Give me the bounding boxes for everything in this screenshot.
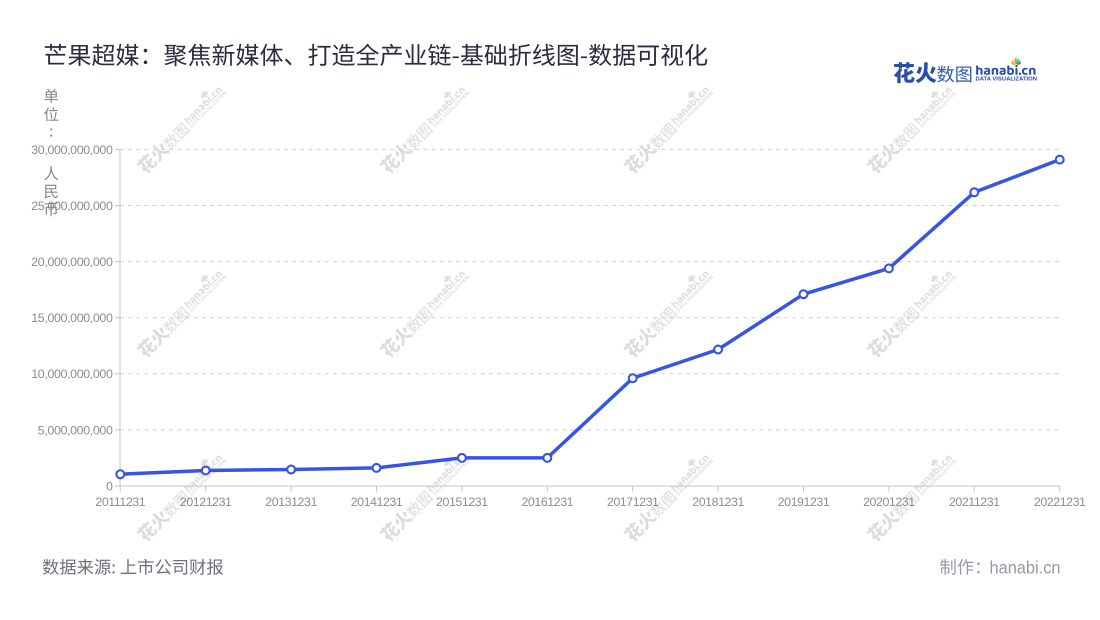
svg-text:20201231: 20201231 — [863, 495, 915, 509]
svg-text:20151231: 20151231 — [436, 495, 488, 509]
svg-text:10,000,000,000: 10,000,000,000 — [31, 367, 113, 381]
svg-text:20131231: 20131231 — [265, 495, 317, 509]
svg-text:20121231: 20121231 — [180, 495, 232, 509]
svg-text:20211231: 20211231 — [949, 495, 1000, 509]
svg-text:20141231: 20141231 — [351, 495, 403, 509]
svg-text:20191231: 20191231 — [778, 495, 830, 509]
svg-text:20221231: 20221231 — [1034, 495, 1086, 509]
svg-text:DATA VISUALIZATION: DATA VISUALIZATION — [976, 77, 1038, 83]
svg-text:30,000,000,000: 30,000,000,000 — [31, 143, 113, 157]
svg-text:0: 0 — [106, 479, 113, 493]
svg-text:20181231: 20181231 — [692, 495, 744, 509]
svg-text:5,000,000,000: 5,000,000,000 — [38, 423, 113, 437]
svg-text:hanabi.cn: hanabi.cn — [990, 557, 1061, 577]
svg-text:20111231: 20111231 — [95, 495, 145, 509]
svg-text:20171231: 20171231 — [607, 495, 659, 509]
svg-text:15,000,000,000: 15,000,000,000 — [31, 311, 113, 325]
svg-text:20,000,000,000: 20,000,000,000 — [31, 255, 113, 269]
svg-text:25,000,000,000: 25,000,000,000 — [31, 199, 113, 213]
svg-text:20161231: 20161231 — [521, 495, 573, 509]
